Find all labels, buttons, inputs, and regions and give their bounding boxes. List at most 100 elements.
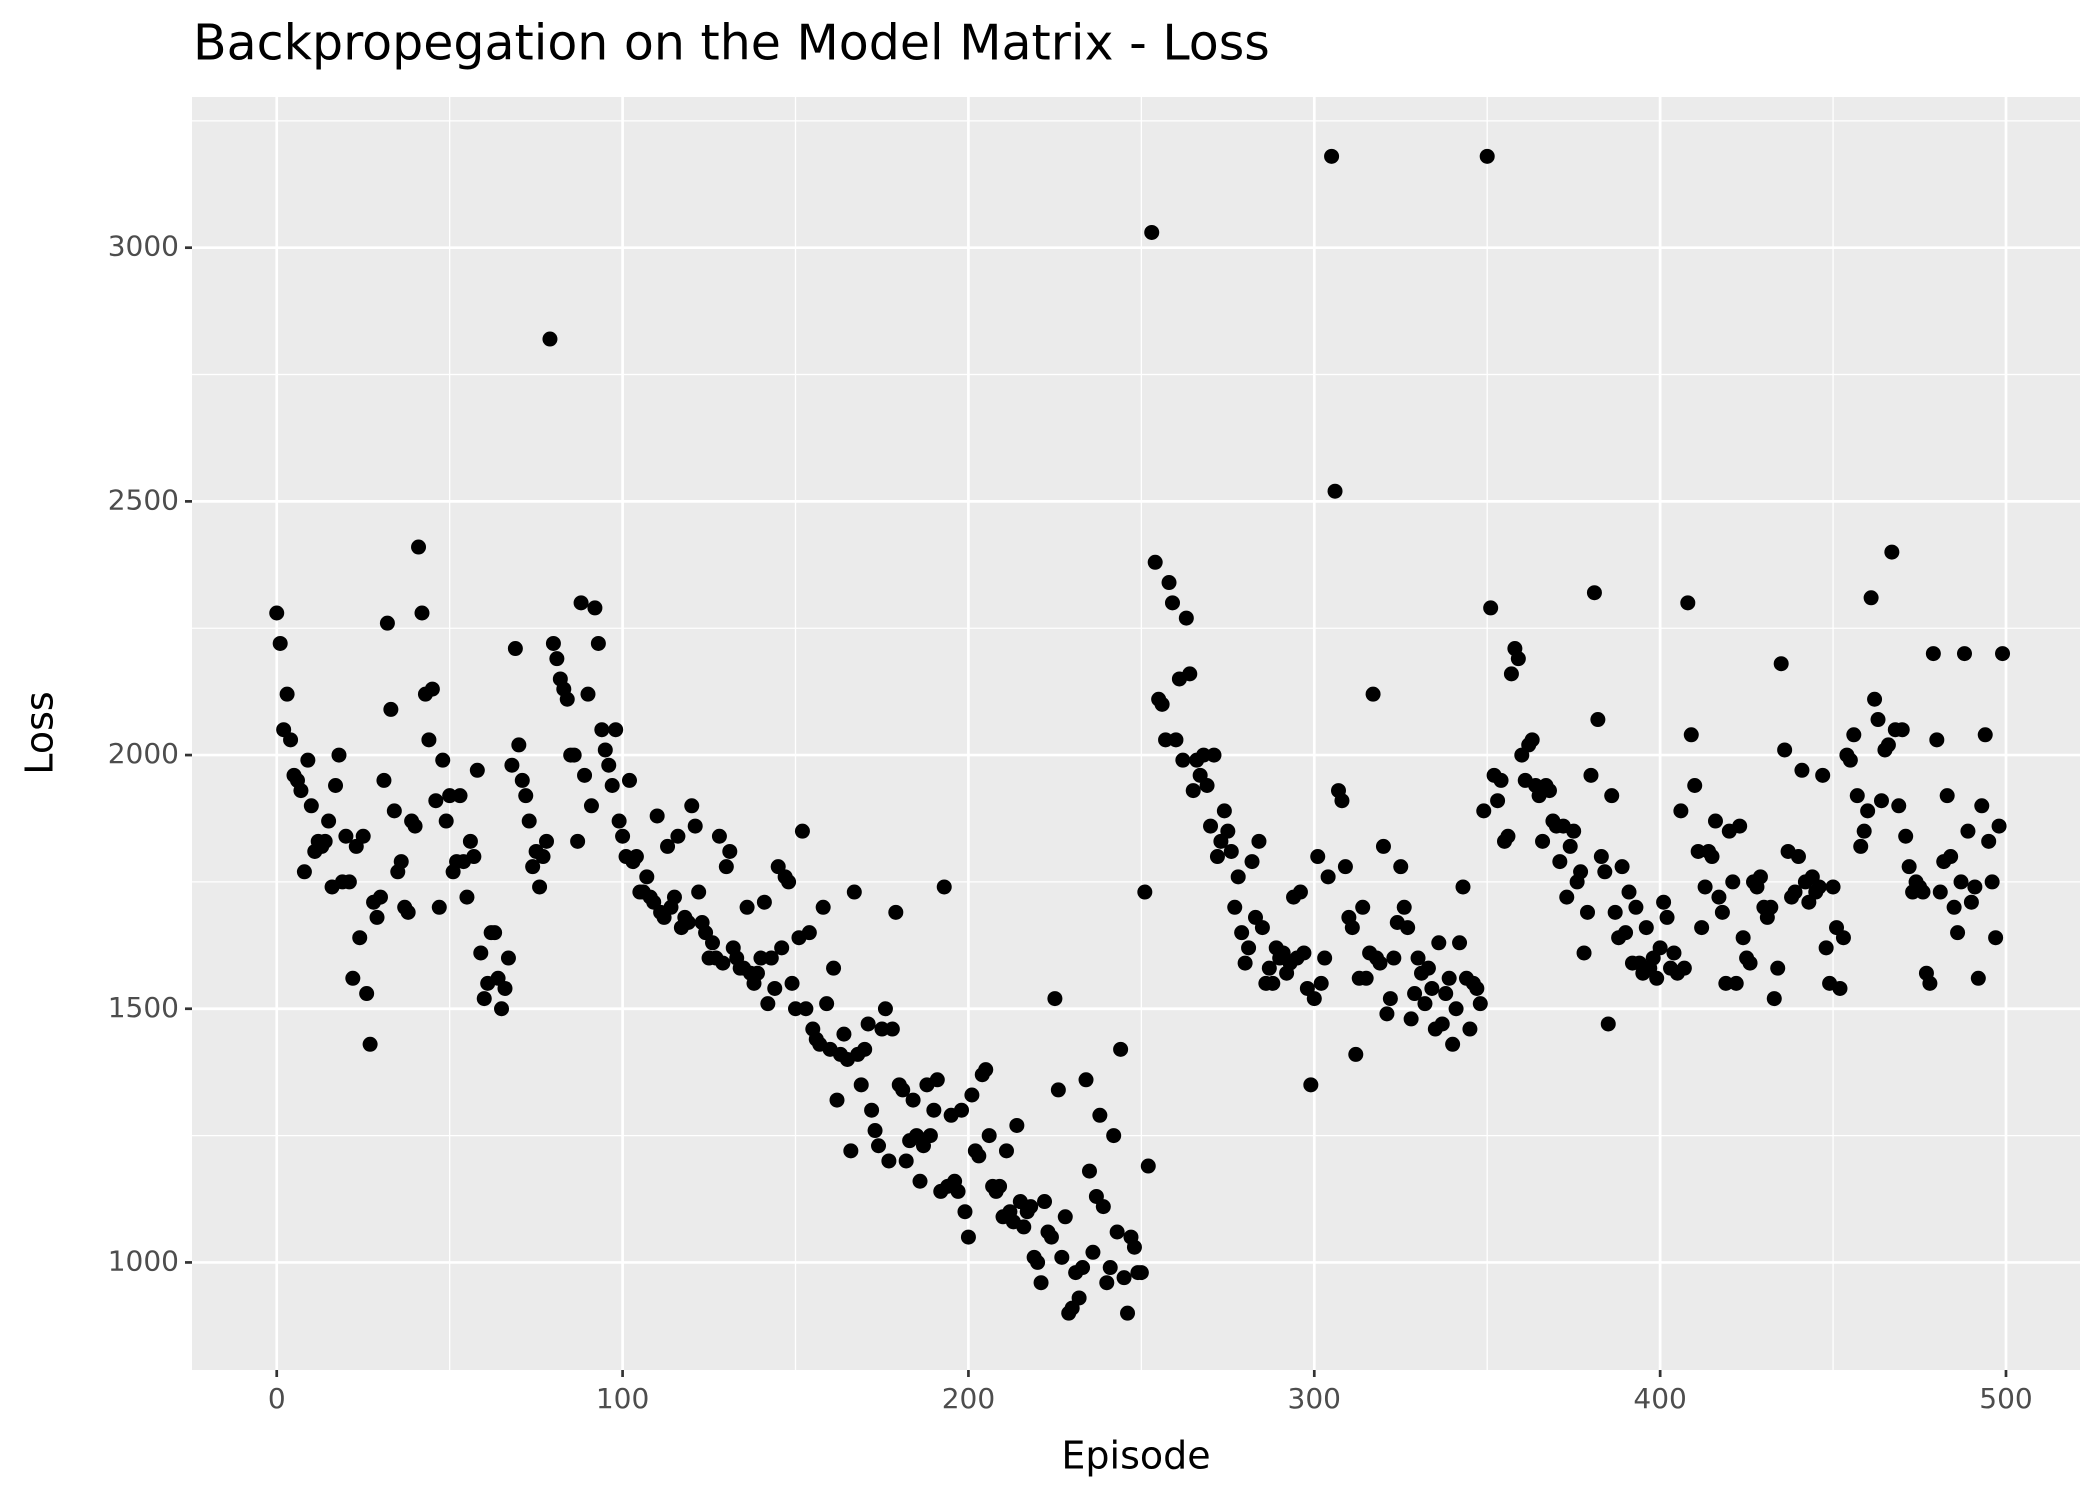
point <box>341 874 357 890</box>
point <box>1244 854 1260 870</box>
point <box>815 899 831 915</box>
point <box>497 980 513 996</box>
point <box>1424 980 1440 996</box>
point <box>1590 712 1606 728</box>
point <box>1963 894 1979 910</box>
point <box>1787 884 1803 900</box>
point <box>1766 991 1782 1007</box>
point <box>763 950 779 966</box>
point <box>500 950 516 966</box>
point <box>559 691 575 707</box>
point <box>960 1229 976 1245</box>
point <box>1884 544 1900 560</box>
point <box>1320 869 1336 885</box>
y-tick-label: 2000 <box>108 737 179 770</box>
point <box>1137 884 1153 900</box>
point <box>608 722 624 738</box>
point <box>1777 742 1793 758</box>
point <box>829 1092 845 1108</box>
point <box>670 828 686 844</box>
point <box>1095 1199 1111 1215</box>
point <box>1735 930 1751 946</box>
point <box>411 539 427 555</box>
point <box>1106 1128 1122 1144</box>
point <box>1929 732 1945 748</box>
point <box>442 788 458 804</box>
point <box>469 762 485 778</box>
point <box>1614 859 1630 875</box>
point <box>514 772 530 788</box>
point <box>1327 483 1343 499</box>
point <box>1566 823 1582 839</box>
point <box>826 960 842 976</box>
point <box>321 813 337 829</box>
point <box>352 930 368 946</box>
x-tick-label: 200 <box>942 1382 995 1415</box>
point <box>1915 884 1931 900</box>
point <box>1932 884 1948 900</box>
point <box>338 828 354 844</box>
point <box>1085 1244 1101 1260</box>
point <box>1880 737 1896 753</box>
point <box>753 950 769 966</box>
point <box>1860 803 1876 819</box>
point <box>421 732 437 748</box>
point <box>1621 884 1637 900</box>
point <box>992 1178 1008 1194</box>
point <box>459 889 475 905</box>
point <box>1431 935 1447 951</box>
point <box>1379 1006 1395 1022</box>
point <box>1956 646 1972 662</box>
point <box>1649 970 1665 986</box>
point <box>1815 767 1831 783</box>
point <box>1763 899 1779 915</box>
point <box>1241 940 1257 956</box>
point <box>1714 904 1730 920</box>
point <box>1939 788 1955 804</box>
point <box>1894 722 1910 738</box>
point <box>1742 955 1758 971</box>
point <box>684 798 700 814</box>
point <box>466 849 482 865</box>
point <box>1203 818 1219 834</box>
point <box>867 1123 883 1139</box>
point <box>1403 1011 1419 1027</box>
point <box>760 996 776 1012</box>
point <box>1448 1001 1464 1017</box>
point <box>680 914 696 930</box>
point <box>1704 849 1720 865</box>
point <box>781 874 797 890</box>
point <box>473 945 489 961</box>
point <box>1967 879 1983 895</box>
x-tick-label: 500 <box>1979 1382 2032 1415</box>
point <box>1593 849 1609 865</box>
point <box>860 1016 876 1032</box>
point <box>1009 1117 1025 1133</box>
point <box>1396 899 1412 915</box>
point <box>1313 975 1329 991</box>
point <box>1832 980 1848 996</box>
point <box>1306 991 1322 1007</box>
point <box>1168 732 1184 748</box>
point <box>1227 899 1243 915</box>
point <box>1462 1021 1478 1037</box>
point <box>1493 772 1509 788</box>
point <box>1438 986 1454 1002</box>
point <box>1196 747 1212 763</box>
point <box>1382 991 1398 1007</box>
point <box>269 605 285 621</box>
point <box>511 737 527 753</box>
point <box>615 828 631 844</box>
point <box>1946 899 1962 915</box>
point <box>877 1001 893 1017</box>
point <box>538 833 554 849</box>
y-tick-label: 2500 <box>108 483 179 516</box>
point <box>400 904 416 920</box>
point <box>279 686 295 702</box>
point <box>1455 879 1471 895</box>
point <box>1047 991 1063 1007</box>
point <box>622 772 638 788</box>
point <box>1393 859 1409 875</box>
point <box>705 935 721 951</box>
point <box>905 1092 921 1108</box>
